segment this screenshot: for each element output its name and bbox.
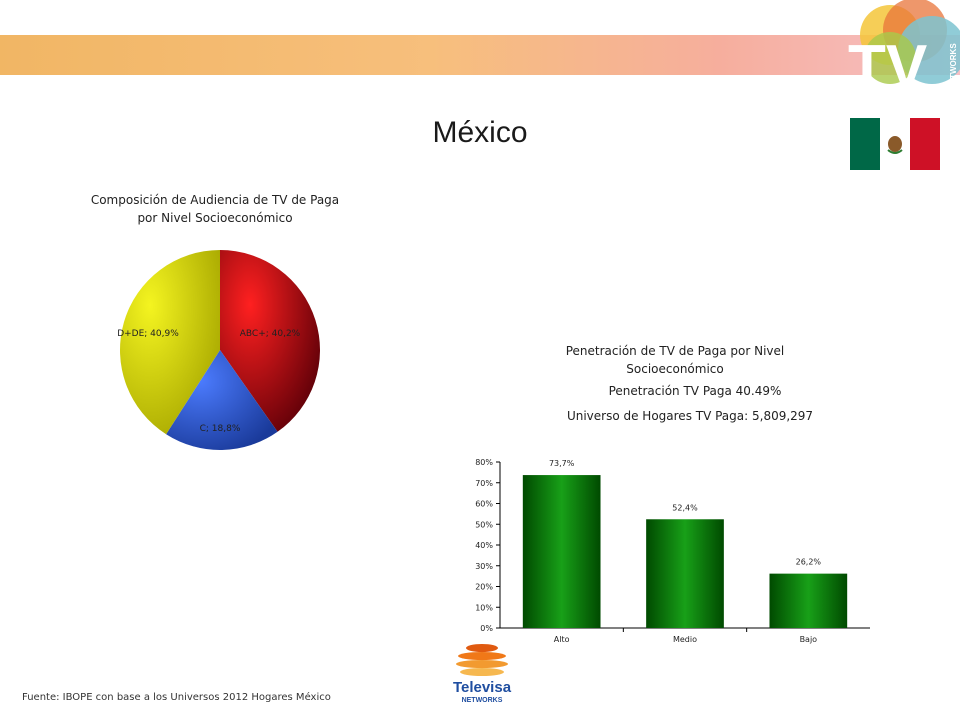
bar-bajo xyxy=(769,573,848,628)
y-tick-label: 60% xyxy=(475,500,493,509)
pie-label: C; 18,8% xyxy=(200,424,241,434)
header-decoration-bar xyxy=(0,35,960,75)
pie-slice-dde xyxy=(119,250,220,435)
tv-networks-logo: TV NETWORKS xyxy=(848,0,960,100)
penetration-text: Penetración TV Paga 40.49% xyxy=(608,384,782,398)
x-category-label: Alto xyxy=(554,635,570,644)
bar-chart: 0% 10% 20% 30% 40% 50% 60% 70% 80% 73,7% Alto 52,4%… xyxy=(475,458,870,644)
bar-medio xyxy=(646,519,724,628)
tv-logo-text: TV xyxy=(848,33,927,100)
pie-slice-c xyxy=(166,350,278,450)
pie-label: D+DE; 40,9% xyxy=(117,329,179,339)
bar-alto xyxy=(522,475,601,628)
y-tick-label: 10% xyxy=(475,603,493,612)
tv-logo-subtext: NETWORKS xyxy=(949,43,958,90)
y-tick-label: 0% xyxy=(480,624,493,633)
televisa-logo: Televisa NETWORKS xyxy=(453,644,512,704)
pie-slice-abc xyxy=(220,250,320,432)
mexico-flag-icon xyxy=(850,118,940,170)
universe-text: Universo de Hogares TV Paga: 5,809,297 xyxy=(566,409,814,423)
y-tick-label: 20% xyxy=(475,583,493,592)
y-tick-label: 40% xyxy=(475,541,493,550)
pie-chart: ABC+; 40,2% C; 18,8% D+DE; 40,9% xyxy=(117,250,320,450)
pie-label: ABC+; 40,2% xyxy=(240,329,301,339)
televisa-text: Televisa xyxy=(453,679,512,696)
y-tick-label: 70% xyxy=(475,479,493,488)
y-tick-label: 30% xyxy=(475,562,493,571)
bar-value-label: 52,4% xyxy=(672,503,698,512)
x-category-label: Medio xyxy=(673,635,697,644)
pie-chart-title: Composición de Audiencia de TV de Paga p… xyxy=(90,193,340,225)
x-category-label: Bajo xyxy=(800,635,818,644)
y-tick-label: 80% xyxy=(475,458,493,467)
bar-value-label: 26,2% xyxy=(796,558,822,567)
source-note: Fuente: IBOPE con base a los Universos 2… xyxy=(22,692,331,703)
y-tick-label: 50% xyxy=(475,520,493,529)
televisa-subtext: NETWORKS xyxy=(462,697,503,704)
page-title: México xyxy=(432,116,528,149)
bar-chart-title: Penetración de TV de Paga por Nivel Soci… xyxy=(565,344,785,376)
bar-value-label: 73,7% xyxy=(549,459,575,468)
